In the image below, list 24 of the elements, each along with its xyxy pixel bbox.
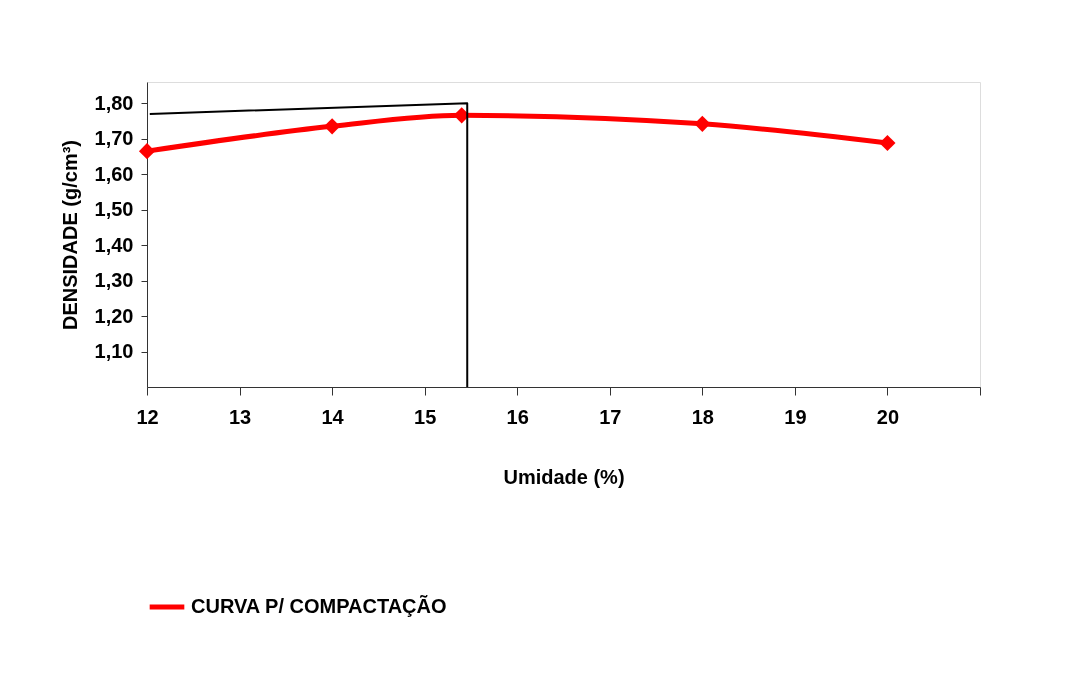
- point: [138, 143, 156, 160]
- x-tick-label: 14: [321, 405, 345, 428]
- x-tick-label: 20: [876, 405, 900, 428]
- x-tick-label: 15: [414, 405, 437, 428]
- point: [694, 115, 711, 132]
- y-tick-label: 1,60: [94, 162, 134, 185]
- legend-label: CURVA P/ COMPACTAÇÃO: [191, 595, 447, 617]
- x-tick-label: 19: [784, 405, 807, 428]
- x-tick-label: 12: [136, 405, 159, 428]
- x-tick-label: 13: [228, 405, 252, 428]
- point: [324, 118, 341, 135]
- y-tick-label: 1,50: [94, 198, 134, 221]
- y-tick-label: 1,70: [94, 127, 134, 150]
- x-tick-label: 17: [599, 405, 622, 428]
- x-tick-label: 18: [691, 405, 714, 428]
- y-tick-label: 1,40: [94, 233, 134, 256]
- x-tick-label: 16: [506, 405, 529, 428]
- y-tick-label: 1,80: [94, 91, 134, 114]
- y-tick-label: 1,20: [94, 304, 134, 327]
- x-axis-title: Umidade (%): [503, 465, 625, 488]
- y-tick-label: 1,30: [94, 269, 134, 292]
- y-axis-title: DENSIDADE (g/cm³): [58, 139, 81, 331]
- point: [879, 134, 896, 152]
- y-tick-label: 1,10: [94, 340, 134, 363]
